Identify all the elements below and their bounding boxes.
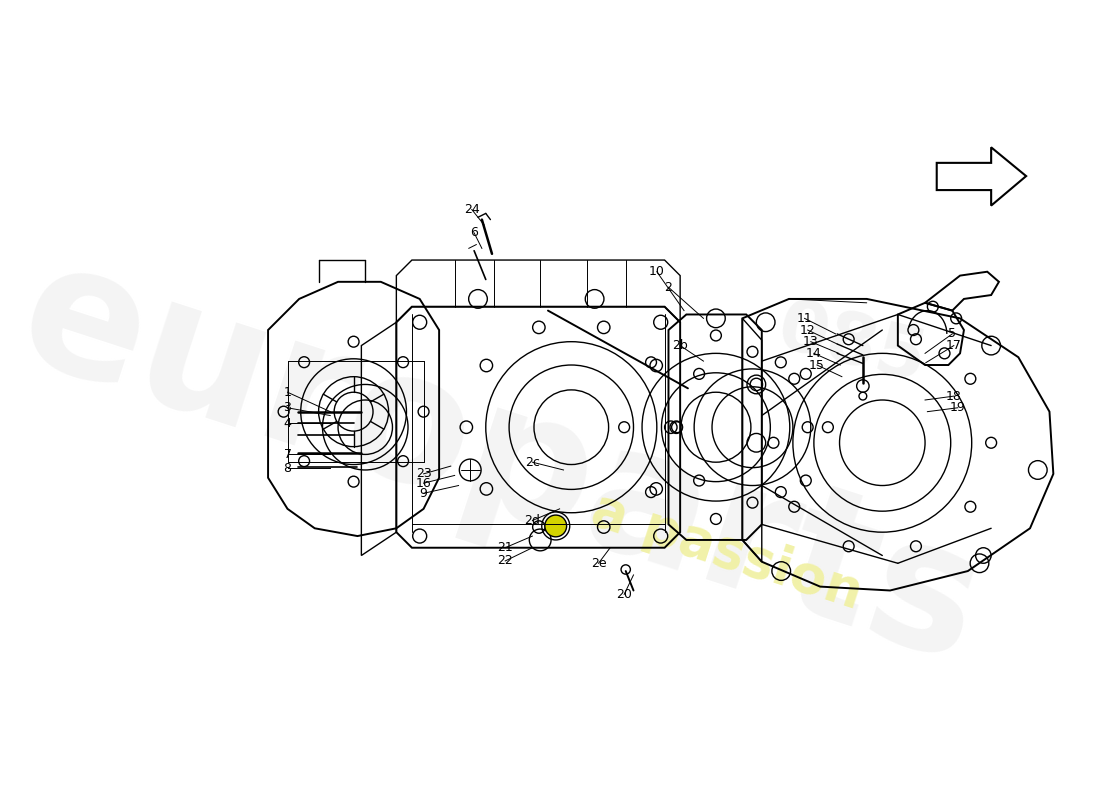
Text: 2e: 2e [591, 557, 606, 570]
Text: 085: 085 [770, 294, 933, 398]
Text: 2: 2 [664, 281, 672, 294]
Text: 11: 11 [796, 312, 813, 325]
Text: a passion: a passion [585, 483, 869, 620]
Circle shape [544, 515, 566, 537]
Text: 15: 15 [808, 358, 825, 371]
Text: 8: 8 [284, 462, 292, 475]
Text: 2c: 2c [525, 456, 540, 469]
Text: europarts: europarts [0, 224, 1003, 700]
Text: 24: 24 [464, 203, 480, 216]
Text: 18: 18 [946, 390, 961, 402]
Text: 5: 5 [948, 327, 956, 341]
Text: 4: 4 [284, 417, 292, 430]
Text: 6: 6 [470, 226, 478, 239]
Text: 20: 20 [616, 588, 632, 601]
Text: 14: 14 [806, 347, 822, 360]
Text: 23: 23 [416, 467, 431, 480]
Text: 9: 9 [419, 487, 428, 500]
Text: 2d: 2d [525, 514, 540, 527]
Text: 3: 3 [284, 402, 292, 414]
Text: 12: 12 [800, 323, 815, 337]
Text: 2b: 2b [672, 339, 688, 352]
Text: 19: 19 [949, 402, 966, 414]
Text: 7: 7 [284, 448, 292, 461]
Text: 21: 21 [497, 542, 513, 554]
Text: 10: 10 [649, 266, 664, 278]
Text: 22: 22 [497, 554, 513, 567]
Text: 13: 13 [803, 335, 818, 348]
Text: 17: 17 [946, 339, 961, 352]
Text: 16: 16 [416, 477, 431, 490]
Text: 1: 1 [284, 386, 292, 398]
